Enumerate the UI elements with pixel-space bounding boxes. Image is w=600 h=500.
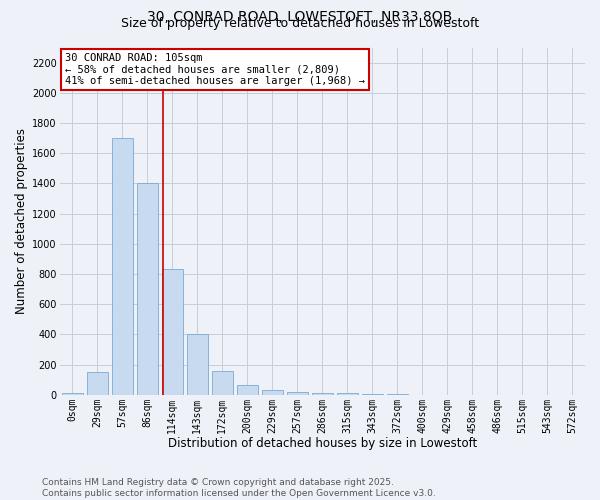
Bar (362, 394, 383, 395)
Bar (112, 138, 133, 395)
Bar (137, 184, 158, 395)
Bar (187, 334, 208, 395)
Text: 30, CONRAD ROAD, LOWESTOFT, NR33 8QB: 30, CONRAD ROAD, LOWESTOFT, NR33 8QB (148, 10, 452, 24)
Bar (161, 270, 183, 395)
Bar (337, 394, 358, 395)
Y-axis label: Number of detached properties: Number of detached properties (15, 128, 28, 314)
Bar (212, 370, 233, 395)
X-axis label: Distribution of detached houses by size in Lowestoft: Distribution of detached houses by size … (168, 437, 477, 450)
Text: Contains HM Land Registry data © Crown copyright and database right 2025.
Contai: Contains HM Land Registry data © Crown c… (42, 478, 436, 498)
Bar (236, 385, 258, 395)
Bar (262, 390, 283, 395)
Bar (312, 392, 333, 395)
Text: 30 CONRAD ROAD: 105sqm
← 58% of detached houses are smaller (2,809)
41% of semi-: 30 CONRAD ROAD: 105sqm ← 58% of detached… (65, 52, 365, 86)
Text: Size of property relative to detached houses in Lowestoft: Size of property relative to detached ho… (121, 18, 479, 30)
Bar (86, 372, 108, 395)
Bar (62, 394, 83, 395)
Bar (287, 392, 308, 395)
